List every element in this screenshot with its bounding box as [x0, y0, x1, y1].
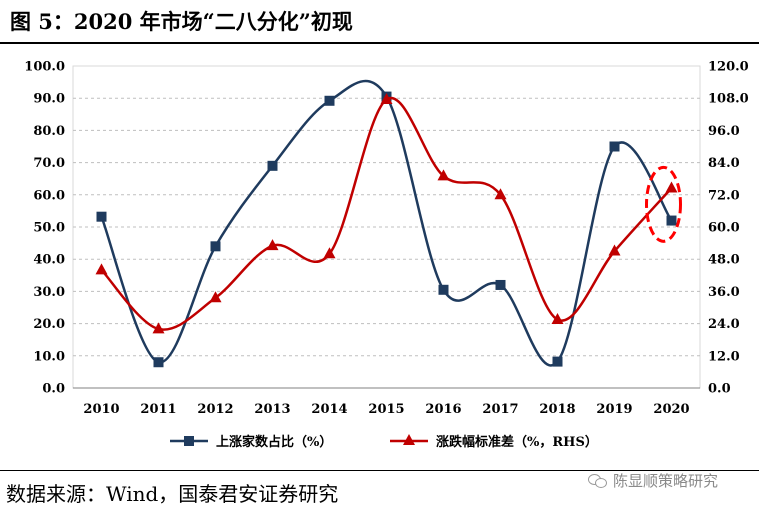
- legend-marker-triangle: [403, 434, 415, 445]
- watermark-text: 陈显顺策略研究: [613, 472, 719, 490]
- y-right-tick-label: 24.0: [708, 317, 740, 332]
- x-tick-label: 2010: [83, 402, 119, 417]
- y-right-tick-label: 12.0: [708, 349, 740, 364]
- x-tick-label: 2011: [140, 402, 176, 417]
- figure-title: 图 5：2020 年市场“二八分化”初现: [10, 9, 353, 34]
- y-left-tick-label: 90.0: [33, 92, 65, 107]
- series1-point-2013: [267, 160, 278, 171]
- y-left-tick-label: 50.0: [33, 221, 65, 236]
- y-left-tick-label: 20.0: [33, 317, 65, 332]
- y-left-tick-label: 30.0: [33, 285, 65, 300]
- series-line-1: [100, 79, 673, 367]
- legend-marker-square: [184, 436, 194, 446]
- x-tick-label: 2018: [539, 402, 575, 417]
- series2-point-2012: [209, 291, 222, 303]
- wechat-icon: [588, 473, 608, 489]
- series1-point-2017: [495, 279, 506, 290]
- series1-point-2018: [552, 356, 563, 367]
- x-tick-label: 2013: [254, 402, 290, 417]
- y-right-tick-label: 72.0: [708, 188, 740, 203]
- series2-point-2020: [665, 181, 678, 193]
- legend-label-2: 涨跌幅标准差（%，RHS）: [435, 434, 598, 450]
- y-left-tick-label: 70.0: [33, 156, 65, 171]
- y-right-tick-label: 0.0: [708, 382, 731, 397]
- y-right-tick-label: 36.0: [708, 285, 740, 300]
- x-tick-label: 2016: [425, 402, 461, 417]
- series2-point-2011: [152, 322, 165, 334]
- y-left-tick-label: 0.0: [42, 382, 65, 397]
- series1-point-2020: [666, 215, 677, 226]
- series2-point-2016: [437, 169, 450, 181]
- y-left-tick-label: 10.0: [33, 349, 65, 364]
- series2-point-2019: [608, 244, 621, 256]
- x-tick-label: 2020: [653, 402, 689, 417]
- series2-point-2017: [494, 188, 507, 200]
- y-right-tick-label: 48.0: [708, 253, 740, 268]
- y-right-tick-label: 120.0: [708, 60, 749, 75]
- y-right-tick-label: 96.0: [708, 124, 740, 139]
- series1-point-2016: [438, 284, 449, 295]
- y-left-tick-label: 60.0: [33, 188, 65, 203]
- bottom-divider: [0, 470, 759, 471]
- line-chart: 0.0 10.0 20.0 30.0 40.0 50.0 60.0 70.0 80.0 90.0 1…: [24, 60, 749, 451]
- y-right-tick-label: 84.0: [708, 156, 740, 171]
- x-tick-label: 2015: [368, 402, 404, 417]
- highlight-ellipse: [645, 165, 682, 243]
- series1-point-2010: [96, 211, 107, 222]
- y-right-tick-label: 108.0: [708, 92, 749, 107]
- series2-point-2018: [551, 312, 564, 324]
- x-tick-label: 2017: [482, 402, 518, 417]
- series2-point-2015: [380, 92, 393, 104]
- series-line-2: [100, 96, 673, 331]
- watermark: 陈显顺策略研究: [588, 470, 718, 491]
- x-tick-label: 2014: [311, 402, 347, 417]
- series1-point-2019: [609, 141, 620, 152]
- x-tick-label: 2019: [596, 402, 632, 417]
- y-right-tick-label: 60.0: [708, 221, 740, 236]
- series2-point-2014: [323, 247, 336, 259]
- y-left-tick-label: 40.0: [33, 253, 65, 268]
- data-source: 数据来源：Wind，国泰君安证券研究: [6, 482, 339, 506]
- series2-point-2013: [266, 239, 279, 251]
- legend-label-1: 上涨家数占比（%）: [216, 434, 332, 450]
- x-tick-label: 2012: [197, 402, 233, 417]
- series2-point-2010: [95, 263, 108, 275]
- series1-point-2014: [324, 95, 335, 106]
- y-left-tick-label: 80.0: [33, 124, 65, 139]
- title-bar: 图 5：2020 年市场“二八分化”初现: [0, 0, 759, 44]
- y-left-tick-label: 100.0: [24, 60, 65, 75]
- series1-point-2012: [210, 241, 221, 252]
- series1-point-2011: [153, 357, 164, 368]
